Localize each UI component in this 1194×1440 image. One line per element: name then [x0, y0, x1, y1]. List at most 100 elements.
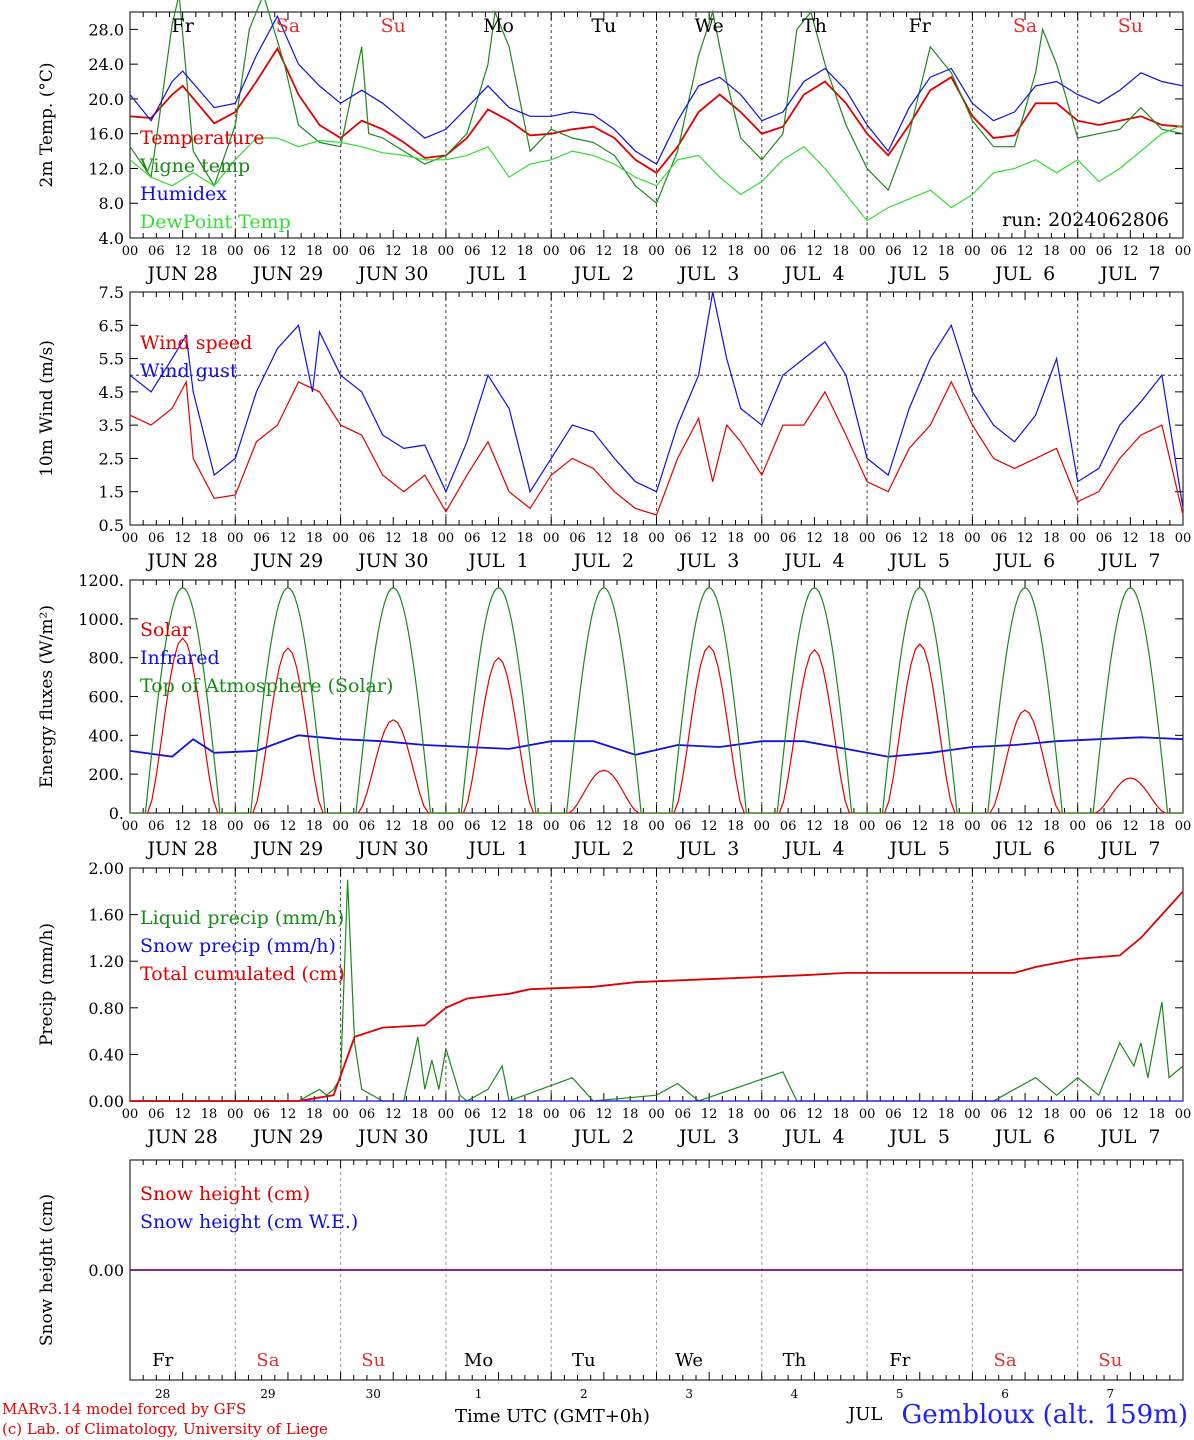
hour-label: 06	[464, 1107, 481, 1122]
hour-label: 18	[833, 244, 850, 259]
hour-label: 18	[938, 819, 955, 834]
weekday-label: Fr	[172, 15, 195, 37]
weekday-label: Su	[1098, 1350, 1122, 1371]
hour-label: 00	[332, 531, 349, 546]
hour-label: 18	[727, 244, 744, 259]
hour-label: 18	[411, 1107, 428, 1122]
legend-entry: Snow height (cm W.E.)	[140, 1211, 358, 1233]
hour-label: 06	[464, 531, 481, 546]
y-tick-label: 0.5	[99, 516, 124, 535]
hour-label: 12	[385, 531, 402, 546]
hour-label: 18	[622, 244, 639, 259]
hour-label: 06	[464, 819, 481, 834]
hour-label: 00	[1175, 1107, 1192, 1122]
y-tick-label: 1.20	[88, 952, 124, 971]
date-label: JUL 6	[993, 550, 1055, 572]
hour-label: 12	[280, 819, 297, 834]
date-label: JUL 7	[1098, 1126, 1160, 1148]
date-label: JUN 28	[145, 550, 217, 572]
hour-label: 18	[306, 819, 323, 834]
y-tick-label: 1000.	[78, 610, 124, 629]
hour-label: 00	[648, 819, 665, 834]
y-tick-label: 1.60	[88, 906, 124, 925]
hour-label: 12	[174, 244, 191, 259]
hour-label: 06	[148, 819, 165, 834]
hour-label: 18	[1148, 1107, 1165, 1122]
hour-label: 00	[648, 244, 665, 259]
hour-label: 12	[1017, 531, 1034, 546]
hour-label: 12	[280, 1107, 297, 1122]
hour-label: 12	[385, 1107, 402, 1122]
hour-label: 00	[543, 531, 560, 546]
hour-label: 00	[754, 244, 771, 259]
date-label: JUN 28	[145, 838, 217, 860]
hour-label: 00	[1175, 244, 1192, 259]
hour-label: 00	[648, 1107, 665, 1122]
weekday-label: Sa	[1013, 15, 1037, 37]
legend-entry: Vigne temp	[139, 155, 250, 177]
hour-label: 12	[806, 531, 823, 546]
hour-label: 00	[1069, 1107, 1086, 1122]
hour-label: 18	[938, 531, 955, 546]
y-tick-label: 800.	[88, 649, 124, 668]
y-tick-label: 200.	[88, 765, 124, 784]
legend-entry: Infrared	[140, 647, 220, 669]
hour-label: 12	[596, 244, 613, 259]
hour-label: 18	[411, 531, 428, 546]
hour-label: 12	[1017, 1107, 1034, 1122]
day-number: 7	[1107, 1387, 1115, 1401]
hour-label: 06	[148, 531, 165, 546]
date-label: JUL 6	[993, 1126, 1055, 1148]
hour-label: 06	[253, 1107, 270, 1122]
hour-label: 00	[332, 244, 349, 259]
hour-label: 18	[517, 531, 534, 546]
legend-entry: DewPoint Temp	[140, 211, 291, 233]
hour-label: 12	[596, 531, 613, 546]
hour-label: 06	[359, 1107, 376, 1122]
date-label: JUL 3	[677, 263, 739, 285]
hour-label: 00	[964, 531, 981, 546]
y-tick-label: 0.00	[88, 1261, 124, 1280]
hour-label: 06	[1096, 819, 1113, 834]
hour-label: 00	[1069, 531, 1086, 546]
hour-label: 00	[543, 244, 560, 259]
date-label: JUN 29	[251, 550, 323, 572]
model-credit-line: MARv3.14 model forced by GFS	[2, 1400, 247, 1418]
hour-label: 06	[569, 531, 586, 546]
hour-label: 06	[253, 531, 270, 546]
hour-label: 12	[174, 819, 191, 834]
hour-label: 00	[859, 531, 876, 546]
hour-label: 18	[622, 531, 639, 546]
hour-label: 12	[806, 1107, 823, 1122]
y-axis-title: 10m Wind (m/s)	[37, 340, 57, 477]
day-number: 5	[896, 1387, 904, 1401]
day-number: 30	[366, 1387, 381, 1401]
hour-label: 18	[306, 531, 323, 546]
hour-label: 12	[174, 531, 191, 546]
hour-label: 06	[885, 244, 902, 259]
hour-label: 06	[780, 244, 797, 259]
hour-label: 12	[701, 819, 718, 834]
hour-label: 12	[1017, 819, 1034, 834]
hour-label: 18	[727, 819, 744, 834]
hour-label: 18	[306, 244, 323, 259]
hour-label: 12	[806, 244, 823, 259]
hour-label: 12	[911, 531, 928, 546]
y-tick-label: 24.0	[88, 55, 124, 74]
date-label: JUL 7	[1098, 550, 1160, 572]
hour-label: 18	[1148, 531, 1165, 546]
hour-label: 06	[1096, 244, 1113, 259]
y-tick-label: 2.00	[88, 859, 124, 878]
hour-label: 12	[596, 1107, 613, 1122]
hour-label: 06	[569, 1107, 586, 1122]
legend-entry: Liquid precip (mm/h)	[140, 907, 344, 929]
y-tick-label: 0.	[109, 804, 124, 823]
hour-label: 00	[964, 244, 981, 259]
weekday-label: Sa	[256, 1350, 279, 1371]
series-line	[130, 890, 1184, 1102]
date-label: JUL 5	[888, 550, 950, 572]
day-number: 29	[260, 1387, 275, 1401]
date-label: JUL 7	[1098, 263, 1160, 285]
legend-entry: Solar	[140, 619, 192, 641]
y-tick-label: 6.5	[99, 316, 124, 335]
